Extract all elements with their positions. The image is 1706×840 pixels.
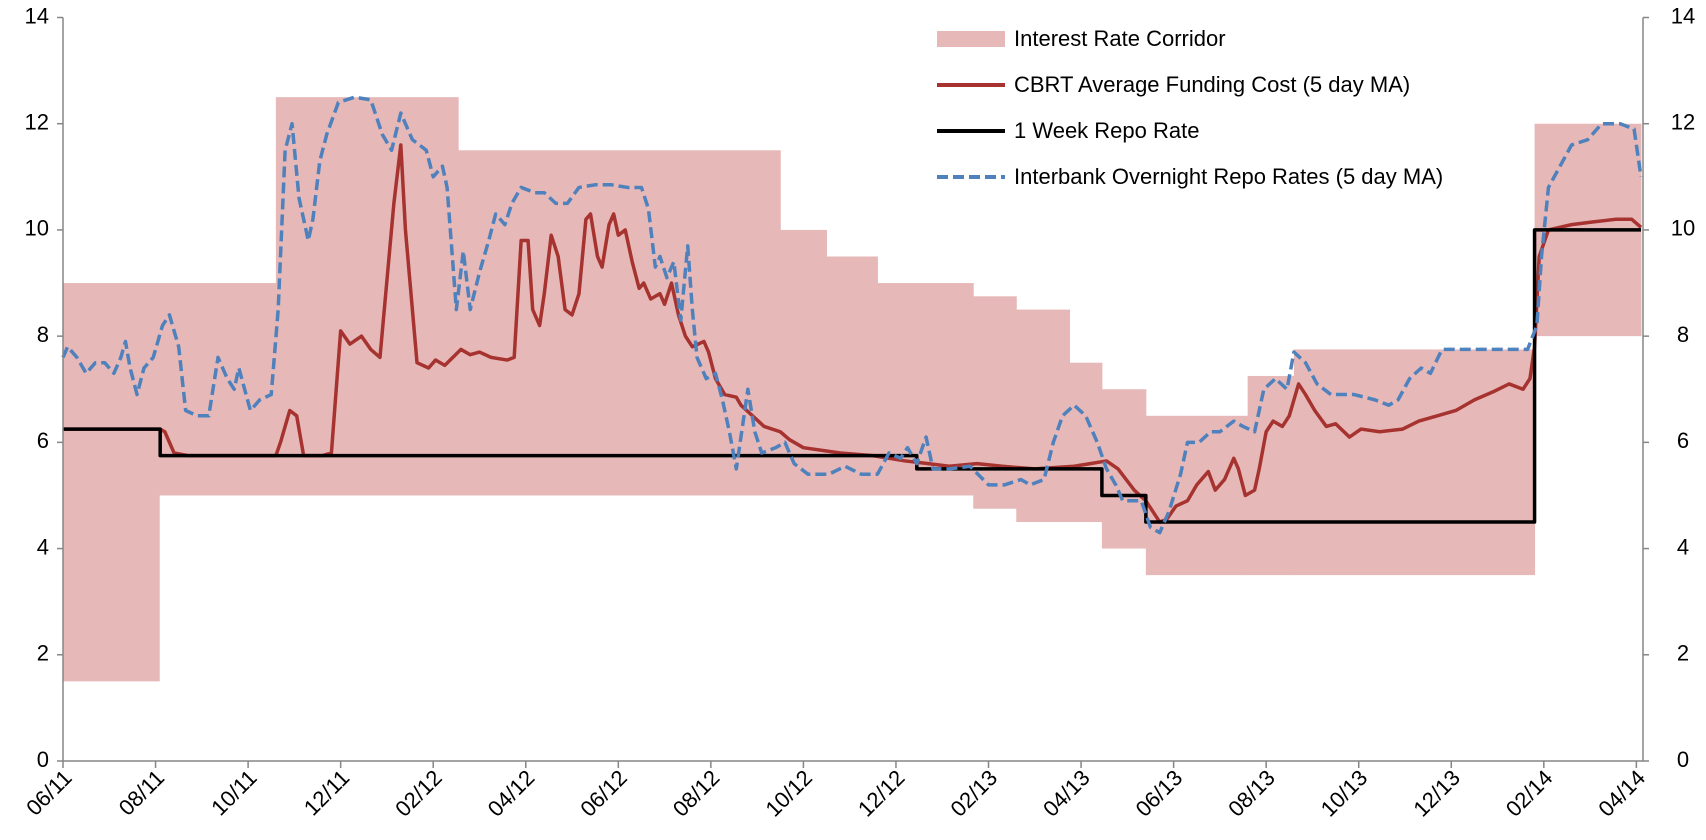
corridor-segment: [63, 283, 160, 682]
y-tick-label: 4: [37, 534, 49, 559]
y2-tick-label: 6: [1677, 428, 1689, 453]
legend-label: CBRT Average Funding Cost (5 day MA): [1014, 72, 1410, 97]
line-1: [63, 143, 1643, 524]
y-tick-label: 12: [25, 110, 49, 135]
x-tick-label: 12/12: [853, 765, 910, 822]
corridor-segment: [159, 283, 277, 496]
corridor-segment: [973, 296, 1017, 509]
line-3: [61, 95, 1643, 535]
x-tick-label: 02/13: [946, 765, 1003, 822]
y2-tick-label: 4: [1677, 534, 1689, 559]
corridor-segment: [826, 256, 878, 496]
x-tick-label: 08/11: [114, 765, 169, 820]
y-tick-label: 0: [37, 747, 49, 772]
x-tick-label: 02/12: [390, 765, 447, 822]
corridor-segment: [1293, 349, 1536, 576]
y-tick-label: 8: [37, 322, 49, 347]
y2-tick-label: 0: [1677, 747, 1689, 772]
y2-tick-label: 10: [1671, 216, 1695, 241]
x-tick-label: 10/11: [206, 765, 261, 820]
corridor-segment: [1145, 415, 1249, 576]
x-tick-label: 10/12: [760, 765, 817, 822]
y-tick-label: 14: [25, 3, 49, 28]
line-2: [63, 228, 1641, 524]
y2-tick-label: 14: [1671, 3, 1695, 28]
corridor-segment: [1069, 362, 1103, 523]
x-tick-label: 06/11: [21, 765, 76, 820]
y-tick-label: 2: [37, 641, 49, 666]
x-tick-label: 08/13: [1223, 765, 1280, 822]
y-tick-label: 6: [37, 428, 49, 453]
legend: Interest Rate Corridor CBRT Average Fundi…: [937, 26, 1443, 189]
y-tick-label: 10: [25, 216, 49, 241]
corridor-segment: [275, 97, 459, 496]
y2-tick-label: 12: [1671, 110, 1695, 135]
legend-swatch: [937, 31, 1005, 47]
corridor-segment: [1101, 389, 1147, 549]
x-tick-label: 04/14: [1593, 765, 1650, 822]
x-tick-label: 06/12: [575, 765, 632, 822]
y2-tick-label: 8: [1677, 322, 1689, 347]
x-tick-label: 12/11: [299, 765, 354, 820]
x-tick-label: 06/13: [1131, 765, 1188, 822]
legend-label: 1 Week Repo Rate: [1014, 118, 1199, 143]
x-tick-label: 02/14: [1501, 765, 1558, 822]
x-tick-label: 10/13: [1316, 765, 1373, 822]
x-tick-label: 04/13: [1038, 765, 1095, 822]
corridor-segment: [458, 150, 781, 496]
plot-area: [61, 95, 1643, 682]
x-tick-label: 08/12: [668, 765, 725, 822]
y2-tick-label: 2: [1677, 641, 1689, 666]
legend-label: Interbank Overnight Repo Rates (5 day MA…: [1014, 164, 1443, 189]
x-tick-label: 12/13: [1408, 765, 1465, 822]
corridor-segment: [1247, 375, 1295, 576]
legend-label: Interest Rate Corridor: [1014, 26, 1226, 51]
corridor-segment: [1016, 309, 1070, 523]
x-tick-label: 04/12: [483, 765, 540, 822]
